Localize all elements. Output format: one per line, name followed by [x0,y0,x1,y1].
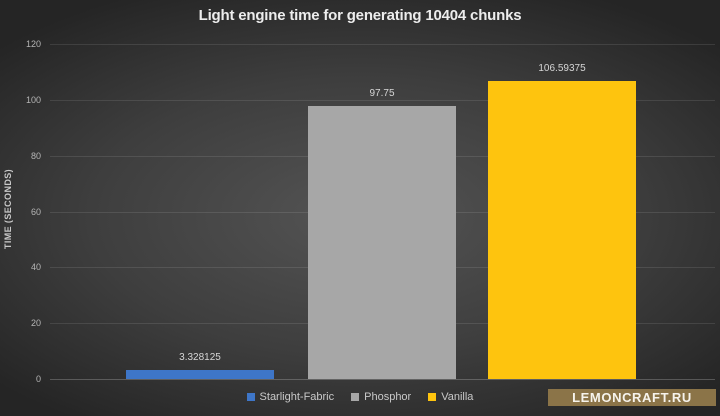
watermark-text: LEMONCRAFT.RU [572,390,692,405]
watermark-badge: LEMONCRAFT.RU [548,389,716,406]
x-axis-baseline [50,379,715,380]
legend-item-vanilla: Vanilla [428,391,473,403]
bar-value-label: 106.59375 [538,63,586,74]
y-tick-label: 60 [30,207,41,217]
bar-value-label: 97.75 [369,88,395,99]
y-tick-label: 0 [35,374,41,384]
legend-swatch [246,393,255,401]
legend-item-phosphor: Phosphor [351,391,411,403]
legend-label: Vanilla [441,391,474,403]
legend-label: Phosphor [364,391,412,403]
bar-value-label: 3.328125 [179,352,221,363]
legend-label: Starlight-Fabric [259,391,335,403]
y-tick-label: 120 [25,39,41,49]
legend-swatch [428,393,437,401]
bar-phosphor [308,106,456,379]
legend: Starlight-Fabric Phosphor Vanilla [0,391,720,403]
gridline [50,100,715,101]
y-tick-label: 20 [30,318,41,328]
bar-starlight-fabric [126,370,274,379]
y-tick-label: 40 [30,262,41,272]
chart-title: Light engine time for generating 10404 c… [198,7,522,24]
y-tick-label: 80 [30,151,41,161]
gridline [50,44,715,45]
legend-item-starlight-fabric: Starlight-Fabric [246,391,335,403]
bar-vanilla [488,81,636,379]
y-tick-label: 100 [25,95,41,105]
legend-swatch [351,393,360,401]
